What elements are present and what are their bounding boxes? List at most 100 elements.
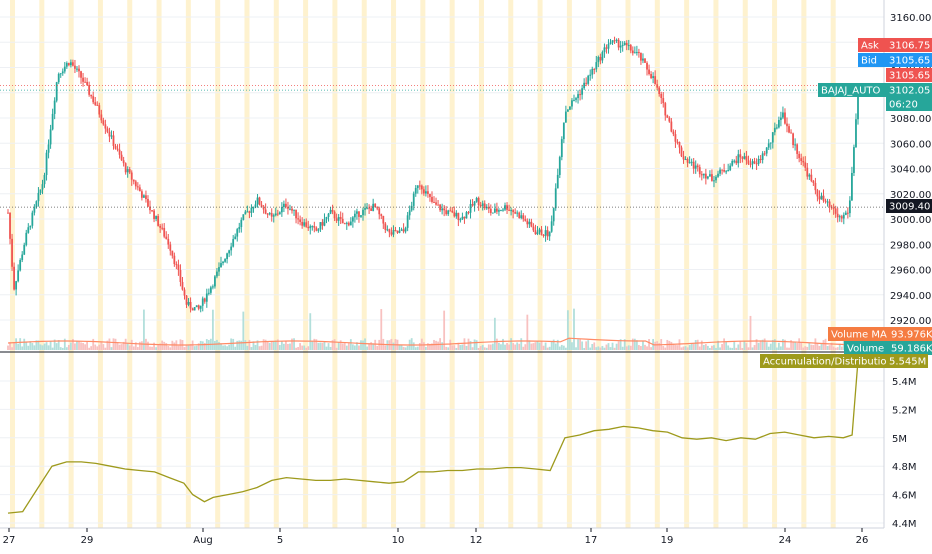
volume-bar bbox=[313, 338, 316, 350]
volume-bar bbox=[615, 343, 618, 350]
candle-body bbox=[134, 181, 137, 187]
reference-price-bg bbox=[886, 199, 932, 213]
y-tick-label: 5.4M bbox=[892, 377, 917, 388]
candle-body bbox=[201, 298, 204, 306]
candle-body bbox=[293, 209, 295, 211]
candle-body bbox=[609, 42, 612, 44]
volume-bar bbox=[435, 340, 437, 350]
x-tick-label: 5 bbox=[277, 535, 283, 546]
volume-bar bbox=[794, 342, 797, 350]
candle-body bbox=[404, 227, 407, 232]
x-tick-label: 26 bbox=[856, 535, 869, 546]
candle-body bbox=[195, 305, 198, 308]
candle-body bbox=[749, 163, 752, 165]
volume-bar bbox=[358, 345, 360, 350]
volume-bar bbox=[228, 344, 231, 350]
volume-bar bbox=[398, 345, 401, 350]
volume-bar bbox=[556, 339, 559, 350]
price-level-lines bbox=[0, 85, 932, 353]
candle-body bbox=[698, 167, 701, 175]
volume-bar bbox=[82, 342, 84, 350]
candle-body bbox=[692, 161, 695, 169]
candle-body bbox=[694, 165, 697, 169]
x-tick-label: 17 bbox=[585, 535, 598, 546]
session-band bbox=[156, 0, 162, 528]
candle-body bbox=[268, 213, 271, 215]
candle-body bbox=[272, 215, 275, 217]
candle-body bbox=[510, 210, 513, 212]
candle-body bbox=[739, 154, 742, 158]
candle-body bbox=[199, 305, 202, 309]
candle-body bbox=[646, 62, 648, 70]
volume-bar bbox=[473, 339, 476, 350]
candle-body bbox=[467, 212, 470, 214]
volume-bar bbox=[216, 339, 218, 350]
volume-bar bbox=[469, 341, 472, 350]
candle-body bbox=[270, 213, 273, 217]
candle-body bbox=[299, 219, 302, 222]
candle-body bbox=[360, 215, 362, 217]
volume-bar bbox=[613, 347, 616, 350]
volume-bar bbox=[441, 342, 444, 350]
volume-label: Volume bbox=[847, 344, 884, 355]
volume-bar bbox=[672, 343, 675, 350]
candle-body bbox=[753, 161, 756, 164]
volume-bar bbox=[583, 347, 586, 350]
volume-bar bbox=[416, 346, 419, 350]
volume-bar bbox=[147, 341, 149, 350]
volume-bar bbox=[264, 339, 267, 350]
candle-body bbox=[782, 112, 784, 118]
candle-body bbox=[731, 160, 734, 166]
volume-bar bbox=[309, 313, 312, 350]
candle-body bbox=[27, 227, 30, 233]
volume-bar bbox=[246, 345, 249, 350]
candle-body bbox=[69, 62, 72, 66]
volume-ma-value: 93.976K bbox=[891, 330, 932, 341]
volume-bar bbox=[704, 344, 707, 350]
candle-body bbox=[800, 158, 803, 162]
candle-body bbox=[648, 69, 650, 75]
volume-bar bbox=[429, 343, 431, 350]
candle-body bbox=[175, 264, 178, 266]
volume-bar bbox=[514, 344, 517, 350]
ask-label: Ask bbox=[861, 41, 879, 52]
candle-body bbox=[591, 68, 594, 75]
candle-body bbox=[250, 207, 253, 213]
volume-bar bbox=[575, 347, 577, 350]
volume-bar bbox=[445, 346, 448, 350]
volume-bar bbox=[698, 346, 701, 350]
volume-bar bbox=[295, 347, 297, 350]
candle-body bbox=[353, 213, 356, 218]
volume-bar bbox=[771, 339, 774, 350]
candle-body bbox=[709, 174, 711, 177]
volume-bar bbox=[449, 339, 452, 350]
volume-bar bbox=[796, 342, 799, 350]
volume-bar bbox=[47, 345, 50, 350]
session-band bbox=[244, 0, 250, 528]
volume-bar bbox=[418, 343, 421, 350]
candle-body bbox=[457, 212, 460, 220]
volume-bar bbox=[325, 346, 328, 350]
candle-body bbox=[743, 156, 746, 159]
candle-body bbox=[840, 216, 843, 219]
volume-bar bbox=[410, 338, 413, 350]
volume-bar bbox=[214, 340, 216, 350]
candle-body bbox=[173, 255, 176, 265]
candle-body bbox=[846, 212, 849, 214]
candle-body bbox=[524, 219, 527, 221]
volume-bar bbox=[713, 345, 715, 350]
volume-bar bbox=[65, 347, 68, 350]
volume-bar bbox=[45, 342, 48, 350]
candle-body bbox=[575, 98, 577, 100]
volume-bar bbox=[644, 344, 646, 350]
session-band bbox=[449, 0, 455, 528]
session-band bbox=[742, 0, 748, 528]
volume-bar bbox=[631, 338, 634, 350]
candle-body bbox=[181, 281, 184, 290]
candle-body bbox=[47, 144, 50, 153]
candle-body bbox=[114, 145, 117, 149]
volume-bar bbox=[670, 341, 673, 350]
volume-bar bbox=[729, 347, 732, 350]
